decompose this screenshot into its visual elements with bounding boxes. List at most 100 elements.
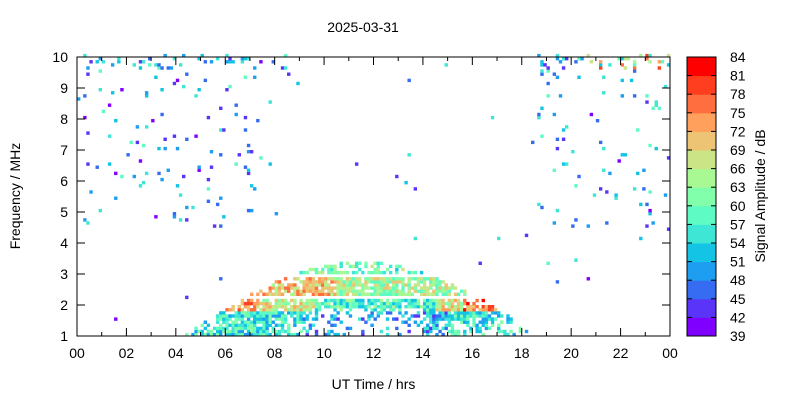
y-tick-label: 6 (60, 173, 68, 189)
heatmap-cell (348, 298, 353, 303)
heatmap-cell (438, 305, 442, 309)
heatmap-cell (540, 72, 544, 76)
heatmap-cell (215, 202, 220, 207)
heatmap-cell (453, 317, 458, 321)
heatmap-cell (234, 326, 238, 331)
heatmap-cell (215, 320, 220, 324)
colorbar-swatch (687, 280, 716, 300)
heatmap-cell (561, 57, 566, 61)
heatmap-cell (274, 308, 279, 312)
heatmap-cell (660, 60, 665, 64)
heatmap-cell (314, 267, 319, 272)
colorbar-swatch (687, 317, 716, 337)
heatmap-cell (219, 196, 223, 200)
heatmap-cell (392, 298, 396, 303)
heatmap-cell (172, 57, 177, 61)
heatmap-cell (648, 212, 652, 216)
heatmap-cell (265, 326, 269, 331)
heatmap-cell (320, 314, 325, 318)
heatmap-cell (283, 308, 288, 312)
heatmap-cell (305, 298, 309, 303)
heatmap-cell (358, 298, 362, 303)
heatmap-cell (463, 311, 467, 315)
heatmap-cell (623, 57, 628, 61)
heatmap-cell (219, 329, 223, 334)
heatmap-cell (333, 301, 337, 306)
heatmap-cell (642, 187, 646, 191)
heatmap-cell (459, 305, 464, 309)
heatmap-cell (163, 137, 167, 141)
heatmap-cell (271, 329, 275, 334)
heatmap-cell (645, 57, 649, 61)
heatmap-cell (392, 283, 396, 287)
y-tick-label: 5 (60, 204, 68, 220)
heatmap-cell (256, 292, 260, 296)
heatmap-cell (262, 308, 266, 312)
heatmap-cell (262, 301, 266, 306)
heatmap-cell (336, 283, 340, 287)
heatmap-cell (287, 326, 291, 331)
heatmap-cell (395, 305, 399, 309)
heatmap-cell (354, 289, 359, 293)
heatmap-cell (379, 308, 384, 312)
heatmap-cell (373, 317, 377, 321)
heatmap-cell (302, 283, 306, 287)
heatmap-cell (367, 277, 371, 281)
heatmap-cell (268, 292, 272, 296)
heatmap-cell (249, 326, 254, 331)
heatmap-cell (441, 308, 445, 312)
heatmap-cell (314, 311, 319, 315)
heatmap-cell (546, 66, 550, 70)
heatmap-cell (277, 280, 282, 284)
heatmap-cell (450, 314, 455, 318)
heatmap-cell (561, 128, 566, 132)
heatmap-cell (540, 63, 544, 67)
heatmap-cell (246, 298, 251, 303)
heatmap-cell (249, 320, 254, 324)
heatmap-cell (240, 301, 245, 306)
heatmap-cell (246, 317, 251, 321)
heatmap-cell (364, 292, 368, 296)
heatmap-cell (401, 314, 405, 318)
colorbar-tick-label: 48 (730, 272, 746, 288)
heatmap-cell (416, 298, 421, 303)
colorbar-swatch (687, 57, 716, 77)
heatmap-cell (262, 317, 266, 321)
heatmap-cell (256, 329, 260, 334)
heatmap-cell (351, 301, 356, 306)
heatmap-cell (398, 264, 402, 269)
heatmap-cell (308, 311, 313, 315)
heatmap-cell (429, 329, 433, 334)
heatmap-cell (265, 317, 269, 321)
heatmap-cell (274, 323, 279, 327)
heatmap-cell (320, 267, 325, 272)
heatmap-cell (314, 292, 319, 296)
heatmap-cell (416, 283, 421, 287)
heatmap-cell (222, 215, 226, 219)
heatmap-cell (419, 320, 424, 324)
heatmap-cell (450, 305, 455, 309)
heatmap-cell (209, 329, 214, 334)
heatmap-cell (401, 298, 405, 303)
heatmap-cell (311, 267, 316, 272)
heatmap-cell (225, 314, 229, 318)
heatmap-cell (339, 292, 343, 296)
heatmap-cell (194, 332, 198, 337)
heatmap-cell (395, 174, 399, 179)
heatmap-cell (314, 308, 319, 312)
heatmap-cell (249, 301, 254, 306)
x-tick-label: 20 (563, 345, 579, 361)
heatmap-cell (373, 277, 377, 281)
heatmap-cell (172, 134, 177, 138)
heatmap-cell (330, 289, 334, 293)
heatmap-cell (169, 66, 174, 70)
heatmap-cell (524, 233, 529, 238)
heatmap-cell (453, 286, 458, 290)
heatmap-cell (435, 320, 439, 324)
heatmap-cell (333, 286, 337, 290)
heatmap-cell (259, 311, 263, 315)
heatmap-cell (484, 314, 489, 318)
heatmap-cell (348, 283, 353, 287)
heatmap-cell (401, 286, 405, 290)
heatmap-cell (429, 298, 433, 303)
